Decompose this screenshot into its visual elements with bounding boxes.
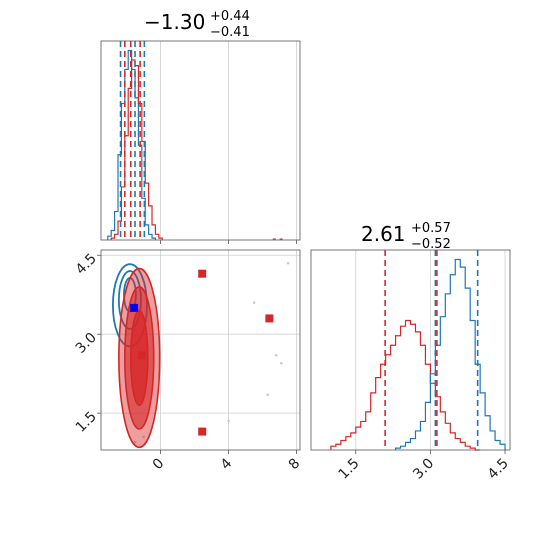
title-param-1-plus: +0.44 (210, 9, 250, 24)
joint-y-ytick-label-0: 1.5 (73, 409, 100, 436)
title-param-2-minus: −0.52 (411, 237, 451, 252)
joint-x-xtick-label-1: 4 (218, 455, 236, 473)
m2-x-xtick-label-0: 1.5 (336, 456, 363, 483)
joint-x-xtick-label-0: 0 (150, 456, 168, 474)
m2-x-xtick-label-2: 4.5 (485, 456, 512, 483)
m2-hist-red (330, 319, 481, 451)
joint-panel: 0 4 8 1.5 3.0 4.5 (73, 249, 304, 474)
joint-y-ytick-label-2: 4.5 (73, 251, 100, 278)
joint-scatter-point-2 (279, 361, 283, 365)
joint-x-xtick-label-2: 8 (286, 456, 304, 474)
m2-frame (310, 249, 511, 451)
m1-hist-red (110, 59, 163, 240)
title-param-2-plus: +0.57 (411, 221, 451, 236)
title-param-2-median: 2.61 (361, 222, 406, 246)
joint-y-ytick-label-1: 3.0 (73, 330, 100, 357)
m2-hist-blue (394, 258, 506, 450)
marginal-panel-param-2: 1.5 3.0 4.5 (310, 249, 512, 483)
joint-scatter-point-7 (133, 440, 137, 444)
m1-frame (100, 40, 301, 241)
title-param-1-minus: −0.41 (210, 25, 250, 40)
joint-blue-marker (130, 303, 139, 312)
joint-red-marker-1 (265, 314, 274, 323)
joint-scatter-point-3 (266, 393, 269, 397)
marginal-panel-param-1 (100, 40, 301, 244)
joint-red-marker-3 (137, 351, 146, 360)
joint-scatter-point-5 (227, 419, 230, 423)
m2-x-xtick-label-1: 3.0 (410, 456, 437, 483)
joint-frame (100, 249, 301, 451)
joint-red-marker-0 (198, 269, 207, 278)
title-param-1-median: −1.30 (144, 10, 205, 34)
joint-red-marker-2 (198, 427, 207, 436)
joint-scatter-point-1 (274, 353, 278, 357)
joint-scatter-point-4 (286, 261, 290, 265)
joint-scatter-point-0 (252, 301, 256, 304)
joint-scatter-point-6 (142, 435, 145, 439)
